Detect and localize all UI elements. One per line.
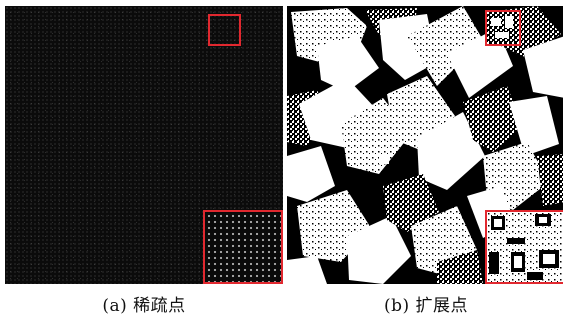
caption-sparse-points: (a) 稀疏点	[102, 296, 186, 316]
zoom-region-box	[208, 14, 241, 46]
zoom-inset	[203, 210, 283, 284]
panel-sparse-points	[5, 6, 283, 284]
zoom-inset	[485, 210, 563, 284]
panel-expanded-points	[287, 6, 563, 284]
expanded-point-map	[287, 6, 563, 284]
caption-expanded-points: (b) 扩展点	[383, 296, 469, 316]
zoom-region-box	[485, 10, 521, 46]
